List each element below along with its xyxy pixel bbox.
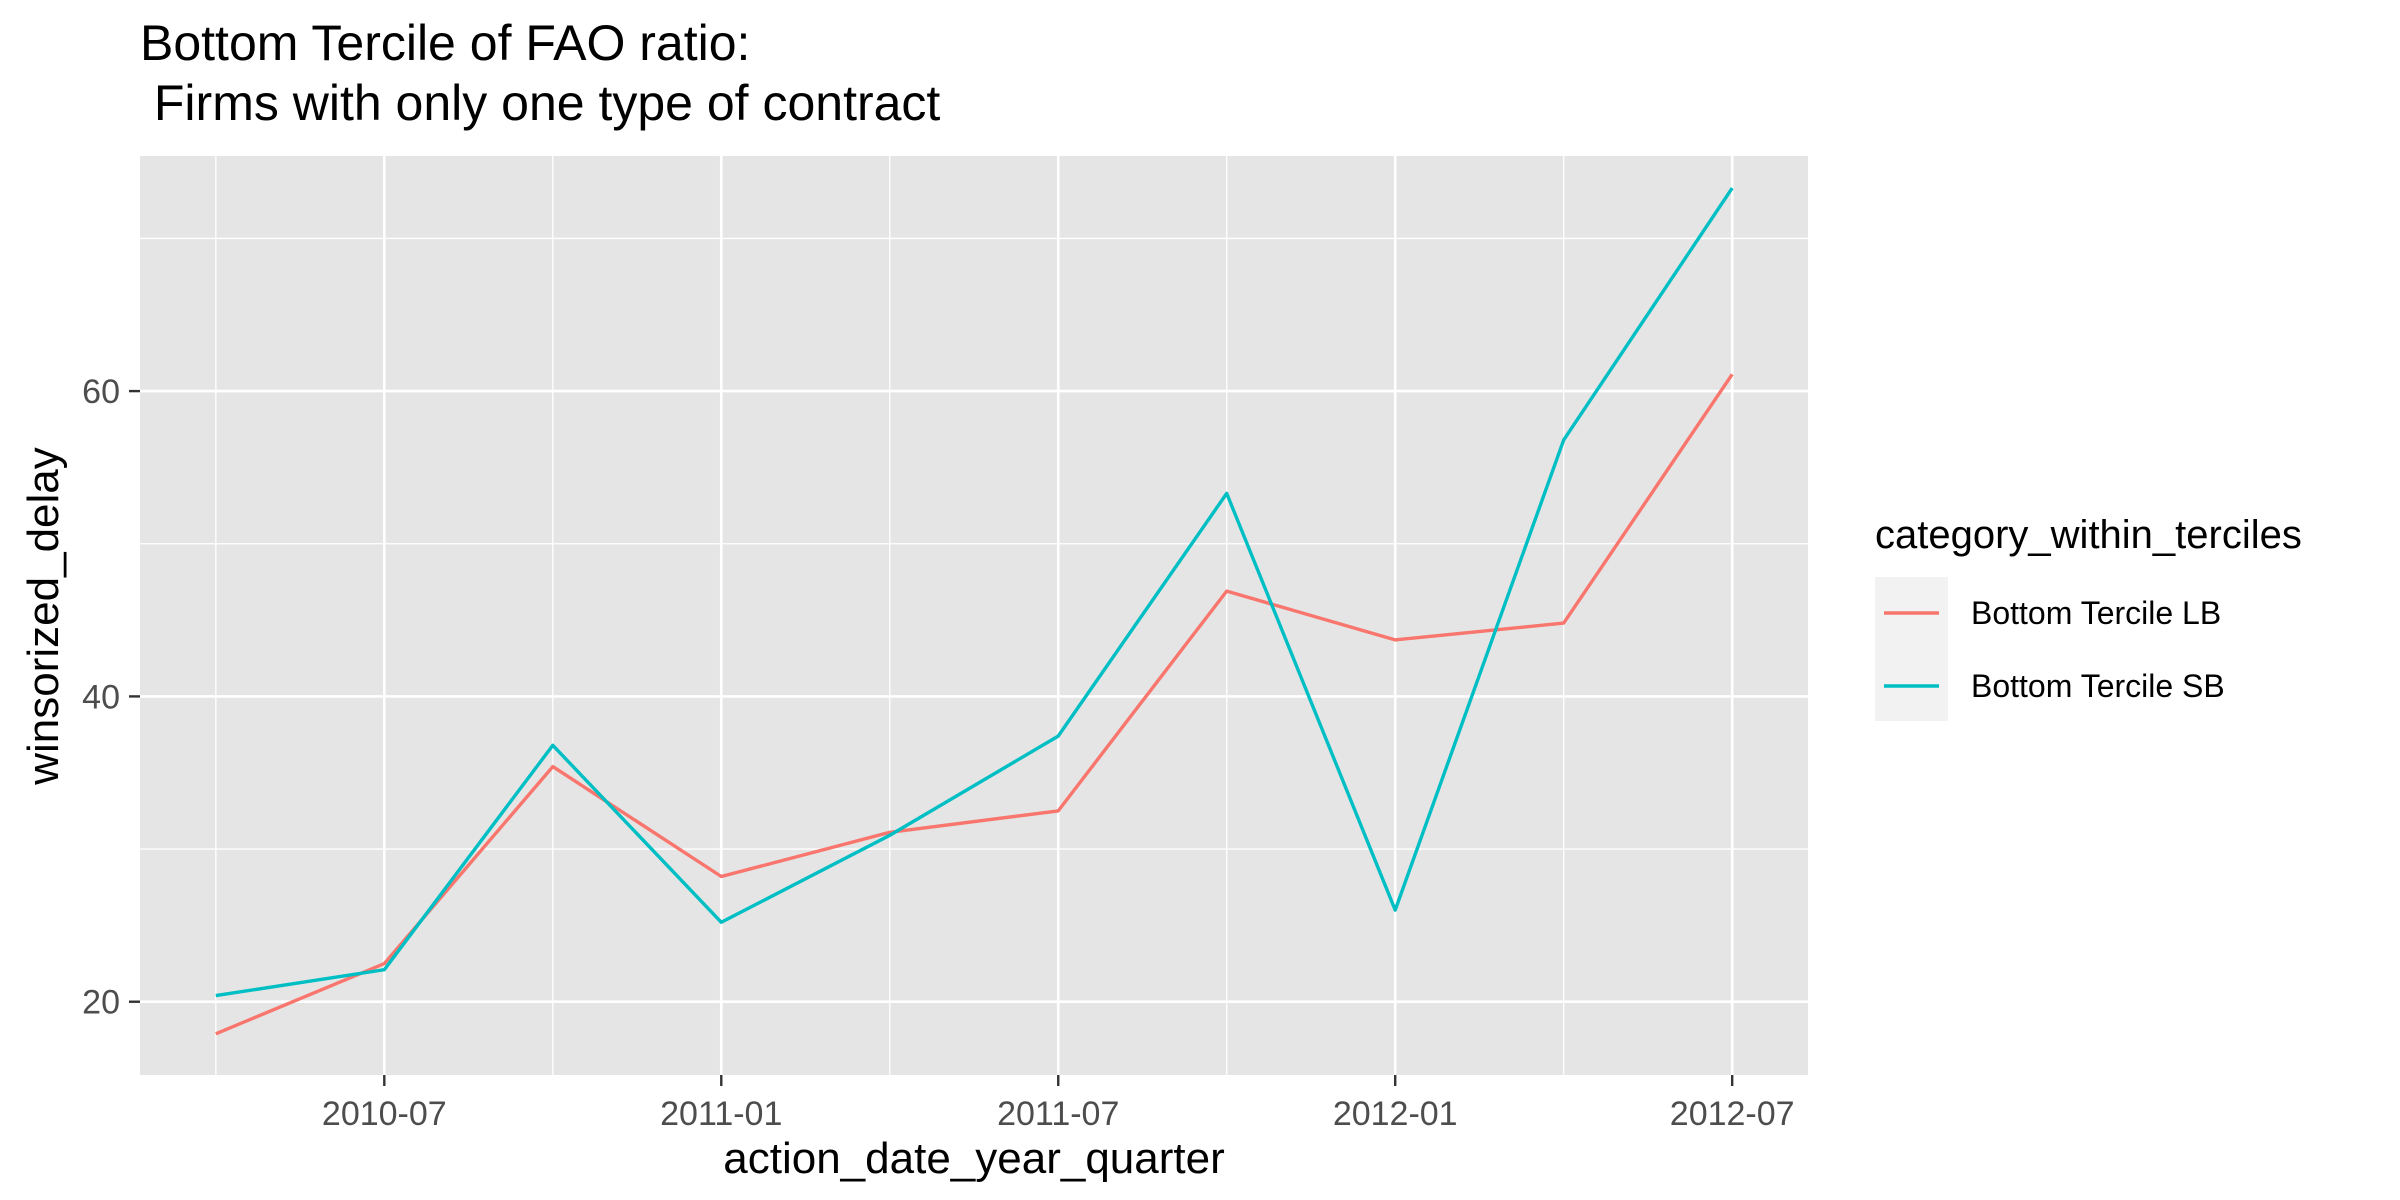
legend-label-2: Bottom Tercile SB <box>1971 668 2225 704</box>
x-tick-label: 2012-07 <box>1670 1095 1795 1133</box>
x-tick-label: 2011-07 <box>997 1095 1119 1133</box>
plot-panel <box>140 156 1808 1075</box>
axes: 20 40 60 2010-07 2011-01 2011-07 2012-01 2012-0… <box>82 373 1794 1133</box>
y-axis-title: winsorized_delay <box>19 447 68 786</box>
legend-key-background <box>1875 577 1948 721</box>
legend-title: category_within_terciles <box>1875 513 2302 557</box>
series-lines <box>215 187 1734 1036</box>
major-gridlines <box>140 156 1808 1075</box>
legend: category_within_terciles Bottom Tercile … <box>1875 513 2302 721</box>
minor-gridlines <box>140 156 1808 1075</box>
chart-title: Bottom Tercile of FAO ratio: Firms with … <box>140 15 940 131</box>
chart-title-line-2: Firms with only one type of contract <box>140 75 940 131</box>
chart-title-line-1: Bottom Tercile of FAO ratio: <box>140 15 750 71</box>
y-tick-label: 20 <box>82 984 120 1022</box>
series-line-1 <box>215 373 1734 1036</box>
legend-label-1: Bottom Tercile LB <box>1971 595 2221 631</box>
series-line-2 <box>215 187 1734 998</box>
y-tick-label: 40 <box>82 678 120 716</box>
y-tick-label: 60 <box>82 373 120 411</box>
x-tick-label: 2011-01 <box>660 1095 782 1133</box>
x-tick-label: 2012-01 <box>1333 1095 1458 1133</box>
x-tick-label: 2010-07 <box>322 1095 447 1133</box>
legend-items: Bottom Tercile LB Bottom Tercile SB <box>1884 595 2225 704</box>
x-axis-title: action_date_year_quarter <box>723 1134 1224 1183</box>
